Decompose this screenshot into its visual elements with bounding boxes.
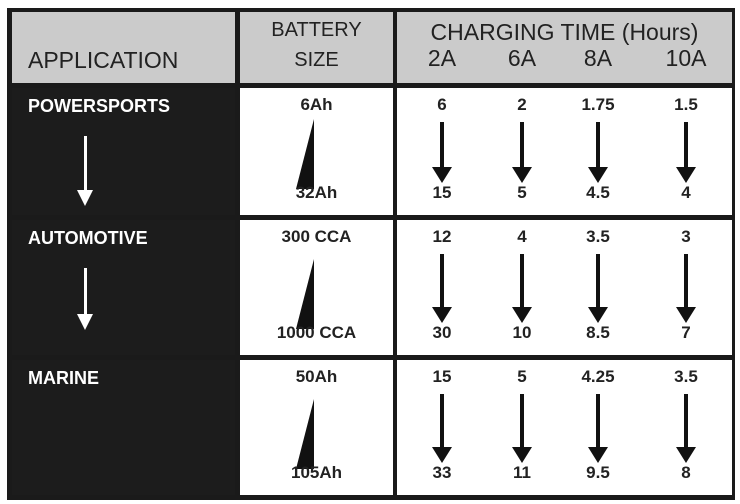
header-application-label: APPLICATION xyxy=(28,47,179,73)
header-current-2: 8A xyxy=(583,45,613,71)
size-min: 300 CCA xyxy=(281,227,352,246)
time-min: 2 xyxy=(517,95,527,114)
time-max: 11 xyxy=(513,463,531,482)
time-min: 12 xyxy=(432,227,452,246)
charging-times-cell xyxy=(397,360,732,495)
size-range-wedge-icon xyxy=(296,119,314,189)
down-arrow-icon xyxy=(676,254,696,323)
application-cell: AUTOMOTIVE xyxy=(12,220,235,355)
time-min: 3.5 xyxy=(674,367,698,386)
down-arrow-icon xyxy=(77,268,93,330)
application-label: AUTOMOTIVE xyxy=(28,228,148,248)
header-battery-line1: BATTERY xyxy=(271,19,362,41)
time-max: 8 xyxy=(681,463,691,482)
size-max: 32Ah xyxy=(295,183,338,202)
header-battery-line2: SIZE xyxy=(294,49,339,71)
size-min: 6Ah xyxy=(300,95,333,114)
application-cell: POWERSPORTS xyxy=(12,88,235,215)
time-min: 5 xyxy=(517,367,527,386)
battery-size-cell: 50Ah 105Ah xyxy=(240,360,393,495)
time-min: 4 xyxy=(517,227,527,246)
battery-size-cell: 300 CCA 1000 CCA xyxy=(240,220,393,355)
down-arrow-icon xyxy=(588,394,608,463)
header-application: APPLICATION xyxy=(12,12,235,83)
size-range-wedge-icon xyxy=(296,399,314,469)
time-max: 9.5 xyxy=(586,463,610,482)
down-arrow-icon xyxy=(432,122,452,183)
time-max: 10 xyxy=(512,323,532,342)
charging-times-cell xyxy=(397,220,732,355)
header-charging-time: CHARGING TIME (Hours) xyxy=(397,12,732,83)
size-range-wedge-icon xyxy=(296,259,314,329)
time-min: 6 xyxy=(437,95,447,114)
time-min: 1.75 xyxy=(581,95,615,114)
time-min: 1.5 xyxy=(674,95,698,114)
time-max: 4 xyxy=(681,183,691,202)
time-max: 8.5 xyxy=(586,323,610,342)
time-min: 15 xyxy=(432,367,452,386)
size-max: 1000 CCA xyxy=(276,323,357,342)
time-max: 33 xyxy=(432,463,452,482)
down-arrow-icon xyxy=(676,394,696,463)
size-min: 50Ah xyxy=(295,367,338,386)
time-max: 5 xyxy=(517,183,527,202)
time-min: 3 xyxy=(681,227,691,246)
down-arrow-icon xyxy=(77,136,93,206)
header-current-0: 2A xyxy=(427,45,457,71)
size-max: 105Ah xyxy=(290,463,343,482)
down-arrow-icon xyxy=(512,394,532,463)
down-arrow-icon xyxy=(588,122,608,183)
time-max: 7 xyxy=(681,323,691,342)
down-arrow-icon xyxy=(588,254,608,323)
charging-times-cell xyxy=(397,88,732,215)
battery-size-cell: 6Ah 32Ah xyxy=(240,88,393,215)
header-charging-title: CHARGING TIME (Hours) xyxy=(430,19,699,45)
header-battery-size: BATTERY SIZE xyxy=(240,12,393,83)
time-max: 4.5 xyxy=(586,183,610,202)
down-arrow-icon xyxy=(512,122,532,183)
time-max: 30 xyxy=(432,323,452,342)
down-arrow-icon xyxy=(432,254,452,323)
down-arrow-icon xyxy=(512,254,532,323)
time-min: 3.5 xyxy=(586,227,610,246)
time-min: 4.25 xyxy=(581,367,615,386)
header-current-1: 6A xyxy=(507,45,537,71)
application-cell: MARINE xyxy=(12,360,235,495)
application-label: POWERSPORTS xyxy=(28,96,171,116)
header-current-3: 10A xyxy=(665,45,707,71)
application-label: MARINE xyxy=(28,368,99,388)
down-arrow-icon xyxy=(676,122,696,183)
down-arrow-icon xyxy=(432,394,452,463)
time-max: 15 xyxy=(432,183,452,202)
